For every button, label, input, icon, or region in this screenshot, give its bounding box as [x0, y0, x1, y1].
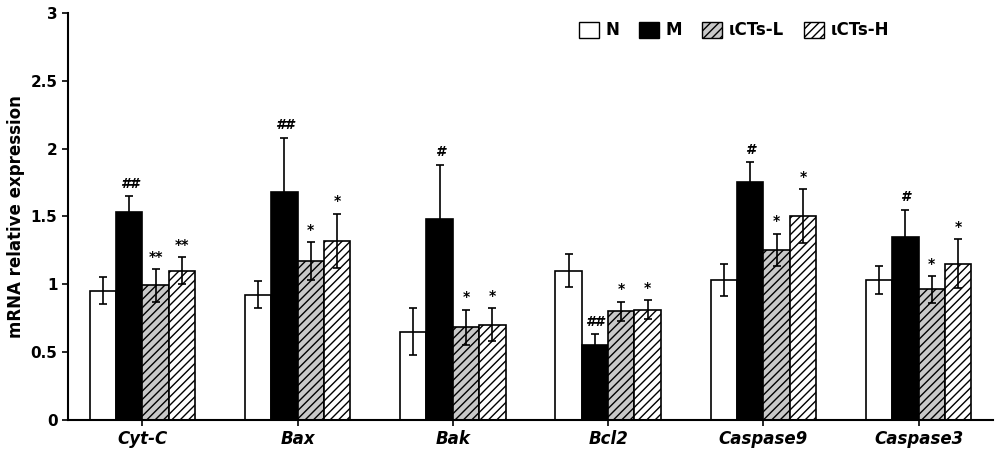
Bar: [479, 325, 506, 420]
Bar: [737, 182, 763, 420]
Bar: [245, 295, 271, 420]
Legend: N, M, ιCTs-L, ιCTs-H: N, M, ιCTs-L, ιCTs-H: [579, 21, 889, 39]
Text: ##: ##: [585, 315, 605, 329]
Bar: [453, 328, 479, 420]
Y-axis label: mRNA relative expression: mRNA relative expression: [7, 95, 25, 338]
Text: *: *: [307, 222, 314, 237]
Bar: [555, 271, 582, 420]
Text: *: *: [618, 282, 625, 296]
Text: ##: ##: [275, 118, 294, 132]
Bar: [892, 237, 919, 420]
Text: *: *: [489, 289, 496, 303]
Bar: [634, 310, 661, 420]
Text: **: **: [148, 250, 163, 264]
Bar: [116, 212, 142, 420]
Bar: [298, 261, 324, 420]
Bar: [763, 250, 790, 420]
Text: ##: ##: [120, 177, 139, 191]
Text: #: #: [901, 190, 910, 204]
Text: *: *: [462, 290, 470, 304]
Text: *: *: [928, 257, 935, 271]
Bar: [142, 285, 169, 420]
Bar: [426, 219, 453, 420]
Bar: [582, 345, 608, 420]
Bar: [919, 289, 945, 420]
Text: #: #: [745, 143, 755, 157]
Text: **: **: [175, 238, 189, 252]
Text: *: *: [644, 281, 651, 295]
Bar: [790, 216, 816, 420]
Bar: [866, 280, 892, 420]
Bar: [711, 280, 737, 420]
Text: *: *: [773, 214, 780, 228]
Bar: [400, 332, 426, 420]
Bar: [169, 271, 195, 420]
Bar: [90, 291, 116, 420]
Bar: [608, 311, 634, 420]
Bar: [271, 192, 298, 420]
Bar: [945, 264, 971, 420]
Text: *: *: [334, 194, 341, 208]
Text: *: *: [955, 220, 962, 234]
Text: #: #: [435, 145, 444, 159]
Text: *: *: [799, 170, 807, 184]
Bar: [324, 241, 350, 420]
